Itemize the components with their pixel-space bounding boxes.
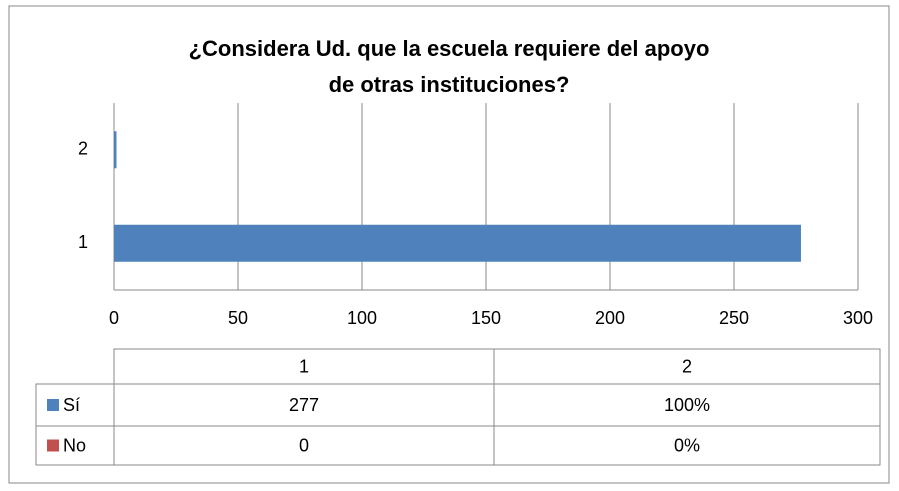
legend-label: Sí: [63, 395, 80, 415]
legend-swatch: [47, 439, 59, 452]
table-border: [35, 383, 881, 466]
x-tick-label: 100: [347, 308, 377, 328]
x-tick-label: 200: [595, 308, 625, 328]
table-header: 2: [682, 356, 692, 376]
y-tick-label: 2: [78, 139, 88, 159]
table-value: 277: [289, 395, 319, 415]
y-tick-label: 1: [78, 232, 88, 252]
bar: [114, 131, 117, 169]
x-tick-label: 0: [109, 308, 119, 328]
x-tick-label: 250: [719, 308, 749, 328]
x-tick-label: 300: [843, 308, 873, 328]
x-tick-label: 50: [228, 308, 248, 328]
table-value: 0%: [674, 435, 700, 455]
table-value: 0: [299, 435, 309, 455]
table-header: 1: [299, 356, 309, 376]
chart-title: ¿Considera Ud. que la escuela requiere d…: [189, 36, 710, 97]
legend-swatch: [47, 399, 59, 411]
x-tick-label: 150: [471, 308, 501, 328]
legend-label: No: [63, 435, 86, 455]
table-value: 100%: [664, 395, 710, 415]
bar: [114, 224, 801, 262]
